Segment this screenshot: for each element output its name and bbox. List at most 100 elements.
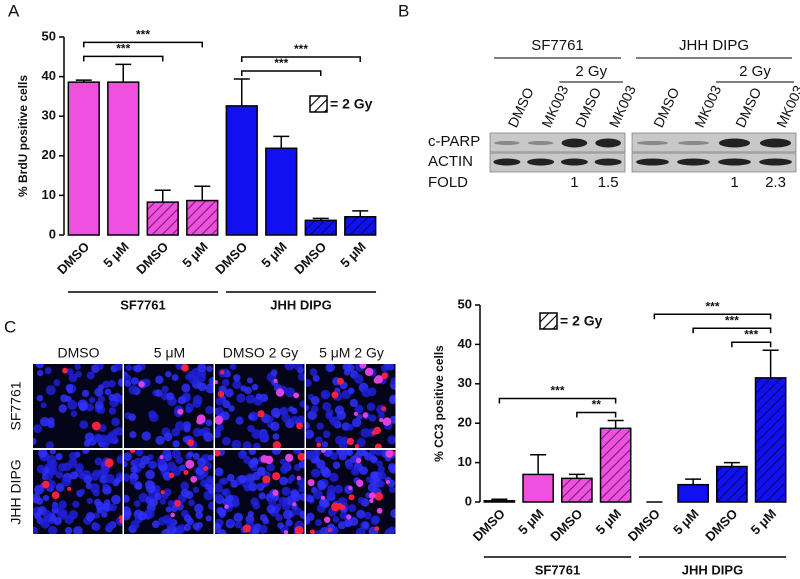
micrograph-column-label: 5 μM (154, 345, 185, 361)
blot-band (636, 141, 669, 145)
x-tick-label: DMSO (212, 239, 250, 277)
blot-band (527, 141, 554, 145)
error-bar (154, 189, 171, 203)
significance-label: *** (705, 299, 719, 313)
y-tick-label: 30 (42, 108, 56, 123)
significance-bracket (241, 70, 322, 76)
significance-label: *** (116, 41, 130, 55)
bar (107, 81, 140, 236)
micrograph (215, 450, 305, 534)
bar (522, 473, 554, 503)
x-tick-label: DMSO (54, 239, 92, 277)
blot-band (494, 141, 520, 145)
blot-band (636, 158, 669, 166)
fold-value: 1 (730, 174, 738, 191)
panel-label: B (398, 1, 409, 20)
blot-band (594, 158, 622, 166)
significance-label: *** (274, 56, 288, 70)
x-tick-label: 5 μM (258, 239, 290, 271)
y-tick-label: 50 (458, 296, 472, 311)
bar (186, 199, 219, 236)
y-tick-label: 40 (458, 336, 472, 351)
error-bar (312, 217, 329, 221)
x-tick-label: 5 μM (179, 239, 211, 271)
micrograph-column-label: DMSO (58, 345, 100, 361)
significance-label: *** (294, 42, 308, 56)
micrograph-row-label: SF7761 (8, 381, 24, 430)
significance-bracket (653, 313, 772, 320)
y-tick-label: 10 (42, 187, 56, 202)
fold-value: 1 (570, 174, 578, 191)
significance-bracket (692, 327, 772, 334)
x-tick-label: 5 μM (593, 506, 625, 538)
x-tick-label: DMSO (547, 506, 585, 544)
fold-value: 1.5 (598, 174, 619, 191)
micrograph (306, 364, 396, 448)
micrograph-column-label: DMSO 2 Gy (223, 345, 298, 361)
blot-band (759, 158, 792, 166)
bar (677, 483, 709, 503)
fold-value: 2.3 (765, 174, 786, 191)
error-bar (568, 473, 585, 479)
y-axis-label: % CC3 positive cells (432, 345, 446, 462)
lane-label: MK003 (538, 83, 571, 130)
micrograph-column-label: 5 μM 2 Gy (319, 345, 384, 361)
y-tick-label: 0 (49, 226, 56, 241)
error-bar (352, 210, 369, 217)
bar (146, 201, 179, 236)
bar (483, 500, 516, 503)
error-bar (530, 453, 547, 475)
x-tick-label: DMSO (133, 239, 171, 277)
blot-band (560, 158, 588, 166)
significance-bracket (241, 56, 361, 62)
y-tick-label: 10 (458, 454, 472, 469)
blot-strip (489, 152, 626, 173)
error-bar (723, 461, 740, 467)
lane-label: MK003 (773, 83, 800, 130)
error-bar (273, 135, 290, 149)
micrograph (124, 450, 214, 534)
blot-band (527, 158, 555, 166)
blot-row-label: ACTIN (428, 153, 473, 170)
error-bar (685, 478, 702, 485)
group-label: JHH DIPG (270, 297, 331, 312)
y-tick-label: 50 (42, 28, 56, 43)
micrograph-row-label: JHH DIPG (8, 459, 24, 524)
legend-swatch (309, 95, 328, 113)
blot-band (677, 141, 710, 145)
legend-label: = 2 Gy (560, 313, 603, 329)
bar (561, 477, 593, 503)
blot-strip (489, 132, 626, 153)
blot-band (677, 158, 710, 166)
treatment-label: 2 Gy (739, 63, 771, 80)
blot-band (595, 138, 621, 148)
x-tick-label: DMSO (625, 506, 663, 544)
legend-label: = 2 Gy (330, 96, 373, 112)
x-tick-label: 5 μM (670, 506, 702, 538)
micrograph (33, 364, 123, 448)
x-tick-label: DMSO (470, 506, 508, 544)
x-tick-label: 5 μM (337, 239, 369, 271)
group-label: JHH DIPG (682, 562, 743, 577)
lane-label: DMSO (504, 85, 536, 130)
legend-swatch (539, 312, 558, 330)
significance-bracket (731, 341, 772, 348)
blot-band (718, 138, 751, 148)
lane-label: MK003 (606, 83, 639, 130)
significance-label: *** (136, 27, 150, 41)
y-tick-label: 20 (458, 415, 472, 430)
blot-band (718, 158, 751, 166)
significance-bracket (83, 55, 164, 62)
group-label: SF7761 (120, 297, 166, 312)
micrograph (215, 364, 305, 448)
panel-label: C (4, 317, 16, 336)
lane-label: MK003 (691, 83, 724, 130)
significance-bracket (83, 41, 203, 48)
blot-row-label: c-PARP (428, 133, 480, 150)
significance-bracket (498, 397, 617, 404)
y-tick-label: 40 (42, 68, 56, 83)
micrograph (33, 450, 123, 534)
bar (344, 216, 377, 236)
error-bar (115, 63, 132, 83)
error-bar (491, 498, 508, 501)
